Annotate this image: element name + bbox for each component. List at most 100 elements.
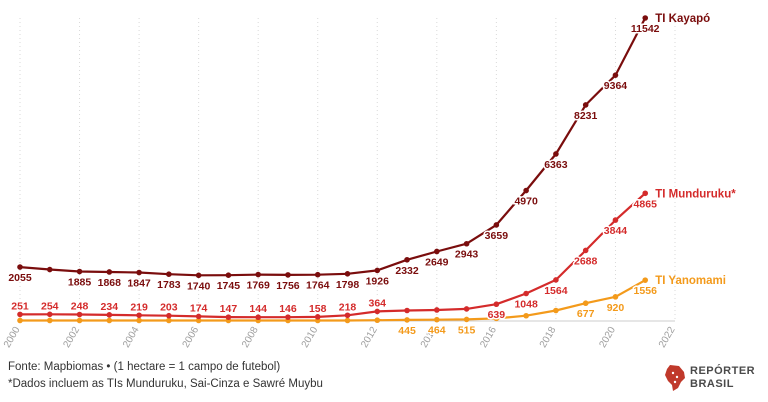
- data-label: 464: [428, 325, 446, 337]
- data-point: [493, 222, 500, 228]
- data-label: 2332: [395, 265, 419, 277]
- data-label: 639: [488, 309, 506, 321]
- data-point: [344, 317, 351, 324]
- series-lines: [17, 15, 649, 324]
- data-label: 1745: [217, 280, 241, 292]
- data-point: [225, 314, 232, 320]
- x-tick-label: 2022: [657, 325, 678, 350]
- data-point: [76, 317, 83, 324]
- x-tick-label: 2020: [597, 325, 618, 350]
- x-tick-label: 2008: [240, 325, 261, 350]
- data-point: [582, 102, 589, 108]
- data-point: [225, 272, 232, 278]
- data-label: 144: [249, 303, 267, 315]
- data-label: 6363: [544, 159, 568, 171]
- data-point: [642, 277, 649, 283]
- data-label: 4970: [514, 196, 538, 208]
- data-point: [285, 272, 291, 278]
- data-label: 1926: [366, 275, 390, 287]
- data-point: [642, 15, 649, 21]
- data-point: [46, 311, 53, 318]
- series-names: TI Kayapó TI Munduruku* TI Yanomami: [655, 13, 736, 287]
- data-point: [582, 300, 589, 307]
- data-point: [404, 317, 410, 323]
- data-point: [374, 308, 381, 315]
- data-label: 1783: [157, 279, 181, 291]
- data-label: 9364: [604, 80, 628, 92]
- data-label: 1847: [127, 278, 151, 290]
- data-label: 4865: [634, 198, 658, 210]
- data-point: [642, 190, 649, 197]
- data-label: 1769: [247, 280, 271, 292]
- data-point: [374, 317, 381, 324]
- data-point: [553, 307, 559, 314]
- data-point: [136, 312, 142, 319]
- data-label: 219: [130, 301, 148, 313]
- data-point: [404, 256, 410, 263]
- data-label: 251: [11, 300, 29, 312]
- data-point: [523, 290, 529, 297]
- series-line: [19, 17, 647, 277]
- data-label: 1885: [68, 277, 92, 289]
- source-note: Fonte: Mapbiomas • (1 hectare = 1 campo …: [8, 361, 281, 373]
- data-point: [434, 316, 440, 323]
- data-point: [553, 151, 559, 157]
- x-tick-label: 2004: [121, 325, 142, 350]
- data-point: [344, 270, 351, 277]
- data-label: 1764: [306, 280, 330, 292]
- data-point: [166, 317, 172, 324]
- data-label: 234: [101, 301, 119, 313]
- series-name: TI Yanomami: [655, 275, 726, 287]
- brand-logo: REPÓRTER BRASIL: [664, 362, 756, 394]
- data-label: 1798: [336, 279, 360, 291]
- data-point: [612, 217, 619, 223]
- data-label: 147: [220, 303, 238, 315]
- data-point: [195, 313, 202, 320]
- data-label: 3844: [604, 225, 628, 237]
- data-point: [76, 268, 83, 275]
- data-point: [612, 294, 619, 300]
- data-point: [582, 247, 589, 254]
- data-label: 2649: [425, 256, 449, 268]
- data-point: [166, 312, 172, 319]
- data-point: [314, 271, 321, 278]
- data-labels: 2055 1885 1868 1847 1783 1740 1745 1769 1756 1764…: [7, 22, 661, 339]
- data-point: [285, 314, 291, 320]
- data-point: [195, 272, 202, 279]
- data-point: [612, 72, 619, 78]
- data-label: 158: [309, 303, 327, 315]
- data-label: 1868: [98, 277, 122, 289]
- series-line: [19, 192, 646, 319]
- data-label: 1756: [276, 280, 300, 292]
- data-label: 146: [279, 303, 297, 315]
- brazil-map-icon: [665, 365, 685, 391]
- data-point: [46, 266, 53, 273]
- data-point: [136, 269, 142, 276]
- data-point: [136, 317, 142, 324]
- data-label: 1556: [634, 285, 658, 297]
- data-label: 218: [339, 301, 357, 313]
- data-point: [17, 311, 23, 318]
- data-label: 364: [369, 297, 387, 309]
- data-point: [76, 311, 83, 318]
- data-label: 1048: [514, 298, 538, 310]
- data-point: [106, 312, 113, 318]
- data-point: [255, 271, 261, 278]
- data-label: 2943: [455, 249, 479, 261]
- data-point: [463, 240, 470, 247]
- data-label: 677: [577, 308, 595, 320]
- data-label: 8231: [574, 110, 598, 122]
- data-point: [434, 248, 440, 255]
- data-point: [46, 317, 53, 324]
- x-tick-label: 2016: [478, 325, 499, 350]
- data-label: 174: [190, 302, 208, 314]
- data-point: [195, 317, 202, 324]
- series-line: [20, 279, 646, 322]
- data-label: 445: [398, 325, 416, 337]
- brand-name-line1: REPÓRTER: [690, 365, 756, 377]
- brand-name-line2: BRASIL: [690, 378, 734, 390]
- x-axis: 2000 2002 2004 2006 2008 2010 2012 2014 2016 2018…: [2, 320, 678, 350]
- data-label: 515: [458, 324, 476, 336]
- data-point: [17, 317, 23, 324]
- data-point: [17, 264, 23, 270]
